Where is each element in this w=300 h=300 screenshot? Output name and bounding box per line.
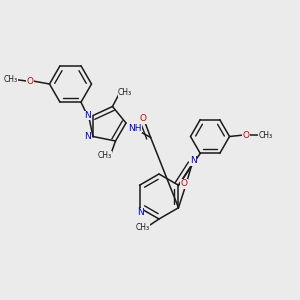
Text: N: N <box>84 132 91 141</box>
Text: CH₃: CH₃ <box>98 152 112 160</box>
Text: CH₃: CH₃ <box>118 88 132 97</box>
Text: O: O <box>180 179 187 188</box>
Text: CH₃: CH₃ <box>135 223 150 232</box>
Text: N: N <box>190 156 197 165</box>
Text: N: N <box>84 111 91 120</box>
Text: NH: NH <box>128 124 141 133</box>
Text: O: O <box>27 76 34 85</box>
Text: O: O <box>243 130 250 140</box>
Text: CH₃: CH₃ <box>3 75 18 84</box>
Text: CH₃: CH₃ <box>258 130 273 140</box>
Text: O: O <box>139 114 146 123</box>
Text: N: N <box>137 208 143 217</box>
